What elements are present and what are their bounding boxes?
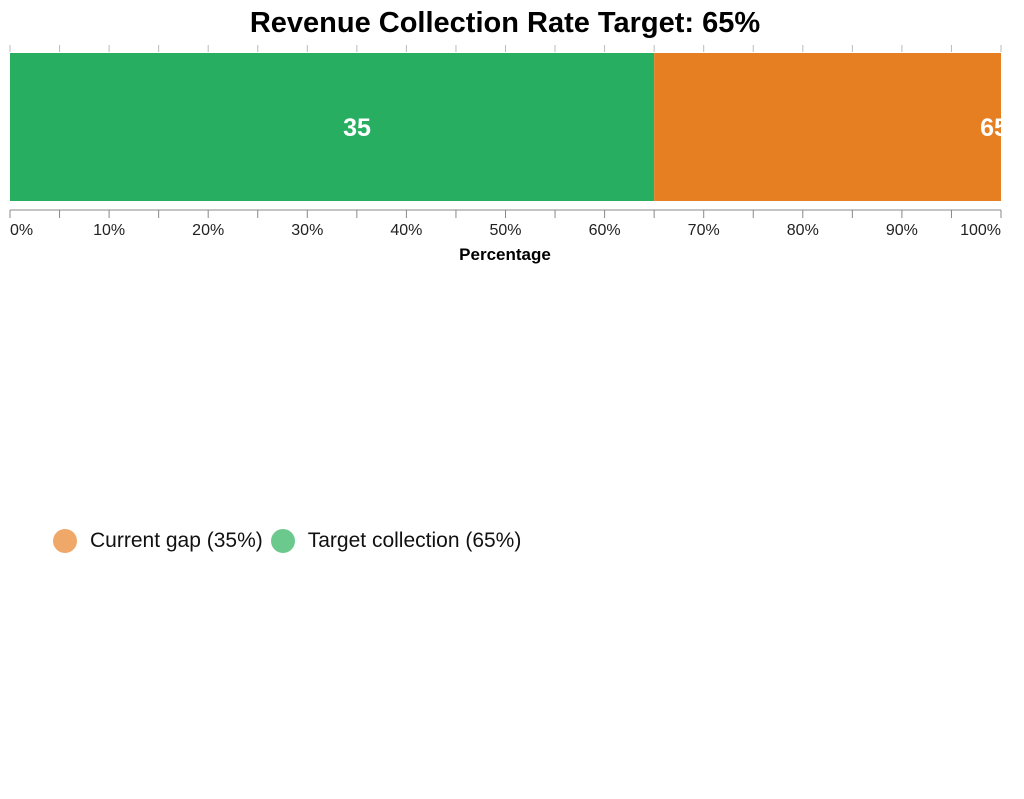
legend: Current gap (35%) Target collection (65%… — [53, 529, 529, 553]
legend-swatch-current-gap — [53, 529, 77, 553]
bar-group: 35 65 — [10, 53, 1008, 201]
x-tick-label: 10% — [93, 222, 125, 239]
legend-swatch-target-collection — [270, 529, 295, 553]
legend-item-current-gap: Current gap (35%) — [53, 529, 263, 553]
x-axis-label: Percentage — [459, 245, 551, 264]
x-tick-label: 60% — [589, 222, 621, 239]
x-tick-label: 20% — [192, 222, 224, 239]
x-tick-label: 80% — [787, 222, 819, 239]
bar-segment — [654, 53, 1001, 201]
chart-title: Revenue Collection Rate Target: 65% — [250, 7, 761, 39]
bar-segment — [10, 53, 655, 201]
bar-data-label: 35 — [343, 114, 371, 142]
x-tick-label: 90% — [886, 222, 918, 239]
legend-label-target-collection: Target collection (65%) — [307, 529, 522, 552]
legend-item-target-collection: Target collection (65%) — [270, 529, 522, 553]
x-tick-label: 30% — [291, 222, 323, 239]
x-tick-label: 50% — [489, 222, 521, 239]
x-tick-label: 0% — [10, 222, 33, 239]
bar-data-label: 65 — [980, 114, 1008, 142]
legend-label-current-gap: Current gap (35%) — [90, 529, 263, 552]
x-tick-label: 100% — [960, 222, 1001, 239]
x-tick-label: 70% — [688, 222, 720, 239]
x-tick-label: 40% — [390, 222, 422, 239]
x-axis: 0% 10% 20% 30% 40% 50% 60% 70% 80% 90% 100% — [9, 45, 1002, 239]
